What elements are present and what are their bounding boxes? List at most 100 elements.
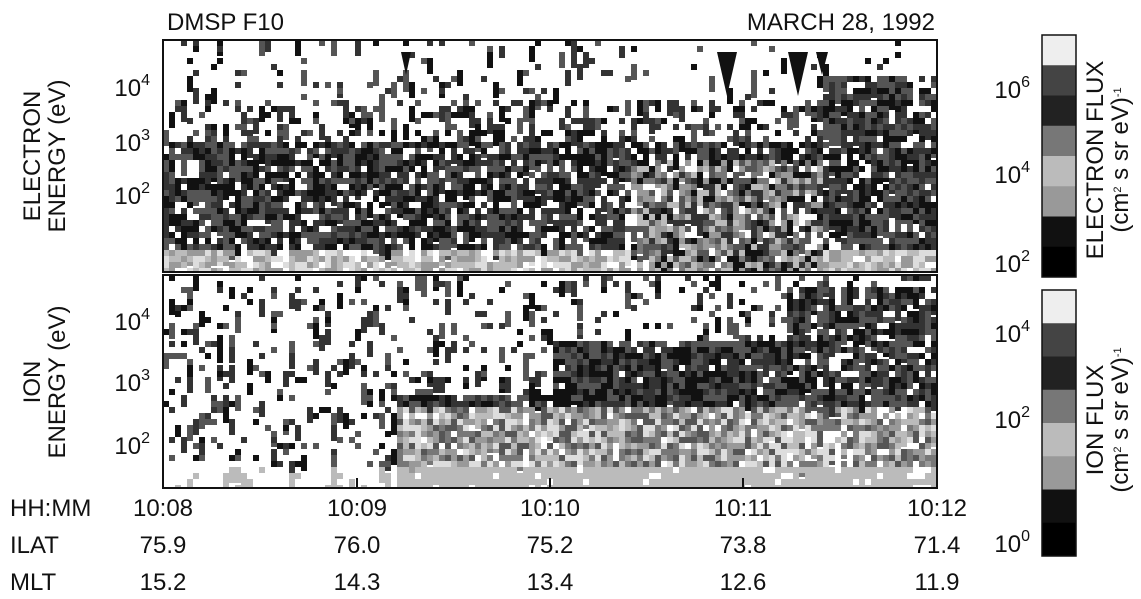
spectrogram-cell: [793, 208, 799, 214]
spectrogram-cell: [835, 208, 841, 214]
spectrogram-cell: [859, 262, 865, 272]
spectrogram-cell: [709, 353, 715, 359]
spectrogram-cell: [187, 202, 193, 208]
spectrogram-cell: [373, 70, 379, 86]
spectrogram-cell: [523, 268, 529, 272]
spectrogram-cell: [739, 341, 745, 357]
spectrogram-cell: [877, 94, 883, 100]
spectrogram-cell: [625, 443, 631, 449]
spectrogram-cell: [625, 226, 631, 232]
spectrogram-cell: [865, 76, 871, 82]
spectrogram-cell: [643, 214, 649, 220]
spectrogram-cell: [439, 256, 445, 262]
spectrogram-cell: [289, 154, 295, 160]
spectrogram-cell: [871, 473, 877, 479]
spectrogram-cell: [733, 262, 739, 272]
spectrogram-cell: [649, 148, 655, 154]
spectrogram-cell: [355, 329, 361, 335]
spectrogram-cell: [565, 268, 571, 272]
spectrogram-cell: [193, 154, 199, 160]
spectrogram-cell: [355, 106, 361, 112]
spectrogram-cell: [607, 184, 613, 190]
spectrogram-cell: [445, 160, 451, 166]
spectrogram-cell: [265, 46, 271, 52]
spectrogram-cell: [271, 64, 277, 70]
spectrogram-cell: [253, 178, 259, 184]
spectrogram-cell: [535, 461, 541, 467]
spectrogram-cell: [187, 220, 193, 226]
spectrogram-cell: [769, 407, 775, 413]
spectrogram-cell: [829, 455, 835, 461]
spectrogram-cell: [325, 407, 331, 413]
spectrogram-cell: [643, 244, 649, 260]
spectrogram-cell: [463, 425, 469, 431]
spectrogram-cell: [847, 317, 853, 323]
spectrogram-cell: [403, 160, 409, 166]
spectrogram-cell: [691, 437, 697, 443]
spectrogram-cell: [217, 58, 223, 64]
spectrogram-cell: [715, 485, 721, 488]
spectrogram-cell: [847, 142, 853, 148]
spectrogram-cell: [637, 401, 643, 407]
spectrogram-cell: [295, 40, 301, 56]
spectrogram-cell: [847, 178, 853, 184]
spectrogram-cell: [715, 142, 721, 148]
spectrogram-cell: [847, 100, 853, 116]
spectrogram-cell: [871, 166, 877, 172]
spectrogram-cell: [415, 377, 421, 383]
spectrogram-cell: [169, 299, 175, 315]
spectrogram-cell: [709, 166, 715, 172]
spectrogram-cell: [385, 473, 391, 488]
spectrogram-cell: [331, 479, 337, 488]
spectrogram-cell: [835, 419, 841, 425]
spectrogram-cell: [709, 256, 715, 262]
spectrogram-cell: [739, 401, 745, 407]
spectrogram-cell: [571, 166, 577, 172]
spectrogram-cell: [697, 485, 703, 488]
spectrogram-cell: [847, 268, 853, 272]
spectrogram-cell: [709, 130, 715, 136]
spectrogram-cell: [247, 244, 253, 250]
spectrogram-cell: [373, 371, 379, 377]
spectrogram-cell: [811, 467, 817, 483]
spectrogram-cell: [343, 232, 349, 238]
spectrogram-cell: [613, 232, 619, 238]
spectrogram-cell: [625, 359, 631, 365]
spectrogram-cell: [895, 124, 901, 130]
spectrogram-cell: [751, 208, 757, 214]
spectrogram-cell: [247, 383, 253, 389]
spectrogram-cell: [433, 431, 439, 447]
spectrogram-cell: [781, 377, 787, 383]
spectrogram-cell: [409, 82, 415, 98]
spectrogram-cell: [469, 268, 475, 272]
spectrogram-cell: [763, 262, 769, 268]
spectrogram-cell: [751, 250, 757, 256]
spectrogram-cell: [781, 431, 787, 437]
spectrogram-cell: [889, 461, 895, 467]
spectrogram-cell: [529, 196, 535, 202]
spectrogram-cell: [739, 299, 745, 305]
spectrogram-cell: [607, 142, 613, 148]
spectrogram-cell: [265, 196, 271, 202]
spectrogram-cell: [595, 479, 601, 488]
spectrogram-cell: [721, 184, 727, 190]
spectrogram-cell: [853, 389, 859, 395]
spectrogram-cell: [829, 190, 835, 196]
spectrogram-cell: [811, 449, 817, 455]
spectrogram-cell: [283, 425, 289, 431]
spectrogram-cell: [733, 226, 739, 232]
spectrogram-cell: [355, 40, 361, 56]
spectrogram-cell: [271, 311, 277, 317]
spectrogram-cell: [895, 443, 901, 449]
spectrogram-cell: [205, 226, 211, 242]
spectrogram-cell: [871, 214, 877, 230]
spectrogram-cell: [889, 383, 895, 389]
spectrogram-cell: [205, 124, 211, 130]
spectrogram-cell: [793, 473, 799, 479]
spectrogram-cell: [283, 443, 289, 449]
spectrogram-cell: [865, 389, 871, 395]
spectrogram-cell: [649, 118, 655, 134]
spectrogram-cell: [799, 347, 805, 353]
spectrogram-cell: [247, 479, 253, 488]
spectrogram-cell: [547, 208, 553, 224]
